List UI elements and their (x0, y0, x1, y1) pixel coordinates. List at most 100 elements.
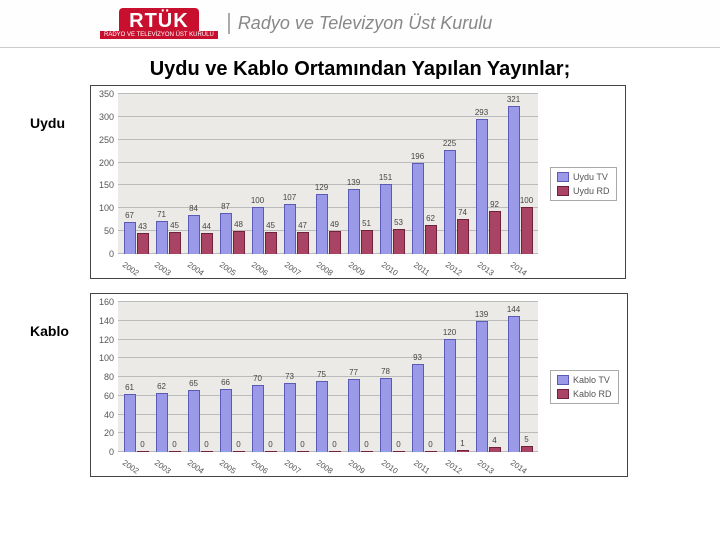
bar-value-label: 196 (411, 152, 424, 161)
bar: 321 (508, 106, 520, 254)
legend-swatch (557, 172, 569, 182)
bar: 0 (425, 451, 437, 452)
legend-item: Kablo RD (557, 389, 612, 399)
x-tick: 2007 (271, 454, 308, 487)
legend-swatch (557, 389, 569, 399)
x-tick: 2005 (207, 454, 244, 487)
bar: 100 (521, 207, 533, 254)
bar-value-label: 87 (221, 202, 230, 211)
bar-value-label: 0 (364, 440, 368, 449)
bar-value-label: 0 (268, 440, 272, 449)
bar: 0 (297, 451, 309, 452)
bar: 139 (476, 321, 488, 452)
bar: 87 (220, 213, 232, 254)
bar-value-label: 74 (458, 208, 467, 217)
x-tick: 2002 (110, 454, 147, 487)
bar-value-label: 45 (170, 221, 179, 230)
bar: 139 (348, 189, 360, 254)
bar-value-label: 71 (157, 210, 166, 219)
bar-value-label: 0 (332, 440, 336, 449)
bar-group: 12949 (312, 194, 344, 254)
bar-group: 1445 (504, 316, 536, 452)
bar-value-label: 225 (443, 139, 456, 148)
bar: 70 (252, 385, 264, 452)
bar-value-label: 100 (251, 196, 264, 205)
bar: 120 (444, 339, 456, 453)
bar-value-label: 144 (507, 305, 520, 314)
bar-group: 22574 (440, 150, 472, 254)
row-kablo: Kablo 0204060801001201401606106206506607… (0, 293, 720, 477)
bar: 196 (412, 163, 424, 254)
bar-group: 8748 (216, 213, 248, 254)
bar-group: 730 (280, 383, 312, 452)
bar-value-label: 84 (189, 204, 198, 213)
bar-value-label: 1 (460, 439, 464, 448)
bar: 4 (489, 447, 501, 452)
x-tick: 2006 (239, 454, 276, 487)
x-tick: 2013 (465, 454, 502, 487)
bar-group: 29392 (472, 119, 504, 254)
legend-swatch (557, 186, 569, 196)
x-tick: 2004 (174, 454, 211, 487)
bar-group: 10045 (248, 207, 280, 254)
bar: 93 (412, 364, 424, 452)
bar: 5 (521, 446, 533, 452)
legend-swatch (557, 375, 569, 385)
bar-value-label: 5 (524, 435, 528, 444)
bar: 45 (169, 232, 181, 254)
bar: 92 (489, 211, 501, 254)
bar: 45 (265, 232, 277, 254)
bar-group: 61 0 (120, 394, 152, 452)
bar-value-label: 4 (492, 436, 496, 445)
bar-value-label: 0 (396, 440, 400, 449)
bar: 0 (201, 451, 213, 452)
bar: 144 (508, 316, 520, 452)
bar: 84 (188, 215, 200, 254)
bar: 0 (361, 451, 373, 452)
bar-value-label: 78 (381, 367, 390, 376)
bar: 53 (393, 229, 405, 254)
bar-group: 1394 (472, 321, 504, 452)
bar-value-label: 139 (347, 178, 360, 187)
bar-value-label: 67 (125, 211, 134, 220)
bar: 129 (316, 194, 328, 254)
label-uydu: Uydu (30, 85, 90, 131)
legend-item: Uydu RD (557, 186, 610, 196)
bar-value-label: 293 (475, 108, 488, 117)
legend-label: Uydu RD (573, 186, 610, 196)
bar: 61 (124, 394, 136, 452)
bar-value-label: 0 (140, 440, 144, 449)
bar-value-label: 47 (298, 221, 307, 230)
bar-value-label: 53 (394, 218, 403, 227)
bar-value-label: 92 (490, 200, 499, 209)
bar: 75 (316, 381, 328, 452)
chart-kablo-frame: 0204060801001201401606106206506607007307… (90, 293, 628, 477)
legend: Uydu TV Uydu RD (550, 167, 617, 201)
bar: 100 (252, 207, 264, 254)
bar-group: 13951 (344, 189, 376, 254)
bar-value-label: 73 (285, 372, 294, 381)
bar-value-label: 48 (234, 220, 243, 229)
bar-value-label: 77 (349, 368, 358, 377)
legend-label: Uydu TV (573, 172, 608, 182)
bar: 67 (124, 222, 136, 254)
bar: 77 (348, 379, 360, 452)
page-title: Uydu ve Kablo Ortamından Yapılan Yayınla… (0, 58, 720, 81)
x-tick: 2014 (497, 454, 534, 487)
legend-item: Kablo TV (557, 375, 612, 385)
bar-value-label: 321 (507, 95, 520, 104)
bar: 51 (361, 230, 373, 254)
bar-value-label: 49 (330, 220, 339, 229)
bar-group: 750 (312, 381, 344, 452)
row-uydu: Uydu 05010015020025030035067437145844487… (0, 85, 720, 279)
bar: 293 (476, 119, 488, 254)
bar: 0 (329, 451, 341, 452)
bar-value-label: 62 (426, 214, 435, 223)
bar-value-label: 0 (236, 440, 240, 449)
bar-group: 930 (408, 364, 440, 452)
bar-value-label: 65 (189, 379, 198, 388)
bar: 0 (265, 451, 277, 452)
header-bar: RTÜK RADYO VE TELEVİZYON ÜST KURULU Rady… (0, 0, 720, 48)
bar-value-label: 151 (379, 173, 392, 182)
bar-group: 620 (152, 393, 184, 452)
